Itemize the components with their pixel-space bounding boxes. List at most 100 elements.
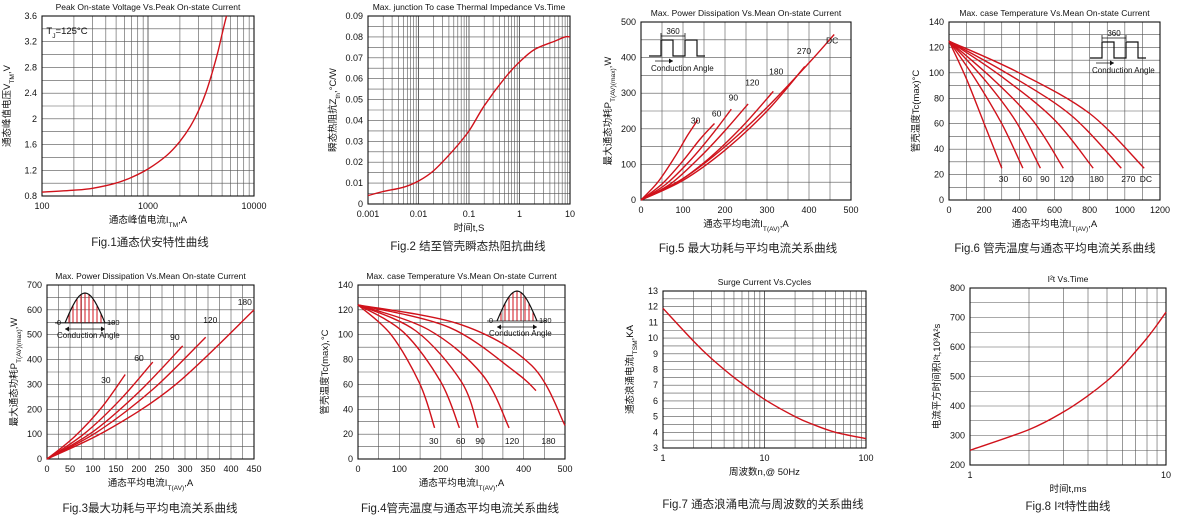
fig6-curve-label: 90 [1040, 174, 1050, 184]
fig3-curve-label: 30 [101, 375, 111, 385]
fig4-x-tick-label: 300 [475, 464, 490, 474]
chart-fig8: 1 10 200 300 400 500 600 700 800 I²t Vs.Time 时间t,m… [931, 274, 1171, 495]
fig5-series-line-30 [640, 119, 699, 201]
fig2-y-tick-label: 0.05 [345, 95, 363, 105]
fig4-series-line-180 [357, 304, 537, 392]
fig2-x-tick-label: 0.1 [463, 209, 476, 219]
fig3-half-sine-icon [64, 292, 106, 324]
fig8-grid [969, 287, 1166, 466]
fig4-curve-label: 180 [541, 436, 555, 446]
fig6-y-tick-label: 20 [934, 170, 944, 180]
fig3-x-axis-label: 通态平均电流IT(AV),A [108, 477, 194, 492]
fig3-conduction-inset: 0 180 Conduction Angle [55, 292, 120, 340]
fig2-title: Max. junction To case Thermal Impedance … [373, 2, 566, 12]
fig3-series-line-180 [46, 309, 255, 460]
fig3-x-tick-label: 300 [177, 464, 192, 474]
fig6-y-tick-label: 80 [934, 93, 944, 103]
fig2-y-tick-label: 0.09 [345, 11, 363, 21]
fig1-y-tick-label: 2.4 [24, 88, 37, 98]
fig3-x-tick-label: 350 [200, 464, 215, 474]
fig7-plot-frame [662, 290, 867, 449]
fig6-x-tick-label: 800 [1082, 205, 1097, 215]
fig4-x-tick-label: 200 [433, 464, 448, 474]
fig3-curve-label: 120 [203, 315, 217, 325]
fig3-x-tick-label: 150 [108, 464, 123, 474]
chart-fig2: 0.001 0.01 0.1 1 10 0 0.01 0.02 0.03 0.04 0.05 0.06… [327, 2, 575, 234]
fig5-x-tick-label: 100 [675, 205, 690, 215]
fig8-x-tick-label: 1 [967, 470, 972, 480]
fig3-y-tick-label: 700 [27, 280, 42, 290]
fig1-y-axis-label: 通态峰值电压VTM,V [1, 64, 16, 147]
fig6-x-tick-label: 0 [946, 205, 951, 215]
fig4-x-tick-label: 400 [516, 464, 531, 474]
fig6-series-line-180 [948, 40, 1094, 169]
fig3-x-tick-label: 200 [131, 464, 146, 474]
fig6-curve-label: DC [1140, 174, 1152, 184]
fig6-y-tick-label: 0 [939, 195, 944, 205]
fig4-series-line-90 [357, 304, 479, 429]
fig4-series-line-60 [357, 304, 461, 429]
fig4-y-tick-label: 140 [338, 280, 353, 290]
fig5-series-line-180 [640, 90, 774, 201]
fig5-caption: Fig.5 最大功耗与平均电流关系曲线 [659, 241, 838, 255]
fig6-square-wave-icon [1090, 41, 1146, 59]
fig1-curve-label: TJ=125°C [46, 26, 87, 40]
fig6-series-line-120 [948, 40, 1064, 169]
fig5-curve-label: 60 [712, 108, 722, 118]
fig6-x-axis-label: 通态平均电流IT(AV),A [1012, 218, 1098, 233]
fig8-series-line-0 [969, 311, 1167, 451]
fig2-y-tick-label: 0.08 [345, 32, 363, 42]
fig2-x-axis-label: 时间t,S [454, 222, 485, 234]
fig1-grid [41, 15, 254, 197]
fig3-y-tick-label: 0 [37, 454, 42, 464]
fig3-series-line-90 [46, 345, 184, 460]
fig2-x-tick-label: 0.001 [357, 209, 380, 219]
fig1-y-tick-label: 0.8 [24, 191, 37, 201]
fig7-y-tick-label: 3 [653, 443, 658, 453]
fig7-y-tick-label: 13 [648, 286, 658, 296]
fig6-curve-label: 30 [999, 174, 1009, 184]
fig7-y-tick-label: 11 [649, 317, 658, 327]
fig3-inset-right-label: 180 [107, 318, 120, 327]
fig6-title: Max. case Temperature Vs.Mean On-state C… [959, 8, 1150, 18]
fig7-caption: Fig.7 通态浪涌电流与周波数的关系曲线 [662, 497, 864, 511]
fig5-x-axis-label: 通态平均电流IT(AV),A [703, 218, 789, 233]
fig8-y-tick-label: 400 [950, 401, 965, 411]
fig8-caption: Fig.8 I²t特性曲线 [1026, 499, 1111, 513]
fig2-series-line-0 [367, 35, 571, 197]
fig2-y-tick-label: 0.07 [345, 53, 363, 63]
fig3-y-tick-label: 600 [27, 305, 42, 315]
fig7-title: Surge Current Vs.Cycles [718, 277, 812, 287]
fig5-x-tick-label: 400 [801, 205, 816, 215]
fig3-y-tick-label: 500 [27, 330, 42, 340]
fig5-y-tick-label: 300 [621, 88, 636, 98]
fig8-plot-frame [969, 287, 1167, 466]
fig6-curve-label: 180 [1090, 174, 1104, 184]
fig4-series-line-30 [357, 304, 436, 429]
fig8-y-tick-label: 300 [950, 431, 965, 441]
fig1-x-axis-label: 通态峰值电流ITM,A [109, 214, 188, 229]
fig3-caption: Fig.3最大功耗与平均电流关系曲线 [62, 501, 238, 515]
fig3-curve-label: 60 [134, 353, 144, 363]
fig8-title: I²t Vs.Time [1048, 274, 1089, 284]
fig6-y-tick-label: 140 [929, 17, 944, 27]
fig3-series-line-120 [46, 336, 207, 460]
fig5-plot-frame [640, 21, 852, 201]
fig4-half-sine-icon [496, 290, 538, 322]
fig4-y-tick-label: 60 [343, 379, 353, 389]
fig1-x-tick-label: 1000 [138, 201, 158, 211]
fig8-y-tick-label: 800 [950, 283, 965, 293]
fig6-y-tick-label: 120 [929, 42, 944, 52]
chart-fig7: 1 10 100 3 4 5 6 7 8 9 10 11 12 13 Surge Current Vs.Cy… [624, 277, 874, 478]
fig1-y-tick-label: 2.8 [24, 62, 37, 72]
fig6-x-tick-label: 1000 [1115, 205, 1135, 215]
fig4-x-tick-label: 100 [392, 464, 407, 474]
fig4-curve-label: 30 [429, 436, 439, 446]
fig7-x-tick-label: 1 [660, 453, 665, 463]
fig5-y-tick-label: 500 [621, 17, 636, 27]
fig4-x-tick-label: 500 [557, 464, 572, 474]
fig6-series-line-270 [948, 40, 1122, 169]
fig4-curve-label: 90 [475, 436, 485, 446]
fig4-y-tick-label: 100 [338, 330, 353, 340]
